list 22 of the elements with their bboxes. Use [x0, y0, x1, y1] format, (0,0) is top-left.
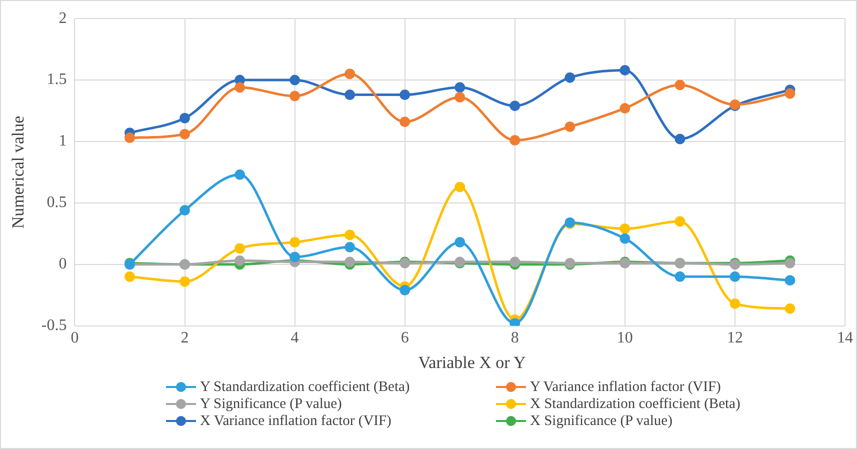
x-tick-label: 0	[70, 330, 79, 347]
x-tick-label: 8	[510, 330, 519, 347]
legend-label: Y Significance (P value)	[200, 396, 342, 412]
x-tick-label: 4	[290, 330, 299, 347]
x-tick-label: 2	[180, 330, 189, 347]
y-tick-label: 0	[58, 256, 67, 273]
x-tick-label: 12	[726, 330, 743, 347]
x-tick-label: 6	[400, 330, 409, 347]
legend-label: Y Standardization coefficient (Beta)	[200, 379, 410, 395]
x-axis-title: Variable X or Y	[417, 353, 527, 373]
legend-label: Y Variance inflation factor (VIF)	[530, 379, 721, 395]
y-tick-label: 1	[58, 132, 67, 150]
legend-label: X Standardization coefficient (Beta)	[530, 396, 740, 412]
y-axis-title: Numerical value	[8, 116, 28, 229]
y-tick-label: 1.5	[46, 71, 67, 88]
y-tick-label: 0.5	[46, 194, 67, 212]
y-tick-label: -0.5	[41, 317, 67, 334]
legend-label: X Variance inflation factor (VIF)	[200, 413, 392, 429]
x-tick-label: 10	[616, 330, 633, 347]
x-tick-label: 14	[837, 330, 853, 347]
legend-label: X Significance (P value)	[530, 413, 672, 429]
y-tick-label: 2	[58, 10, 67, 27]
